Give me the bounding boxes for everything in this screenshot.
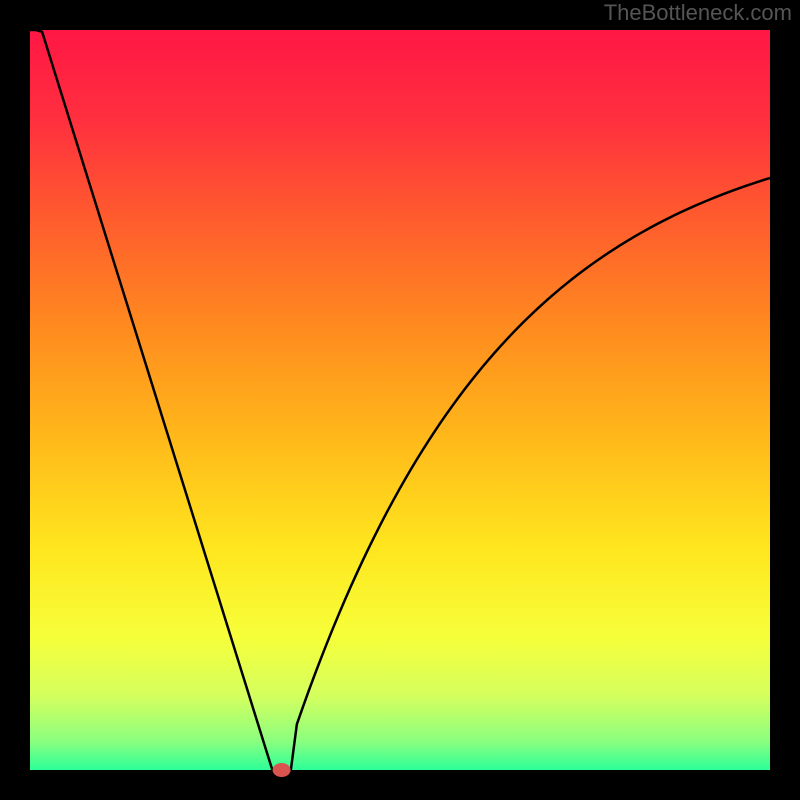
plot-background [30,30,770,770]
bottleneck-chart [0,0,800,800]
optimal-point-marker [273,763,291,777]
chart-container: TheBottleneck.com [0,0,800,800]
watermark-text: TheBottleneck.com [604,0,792,26]
